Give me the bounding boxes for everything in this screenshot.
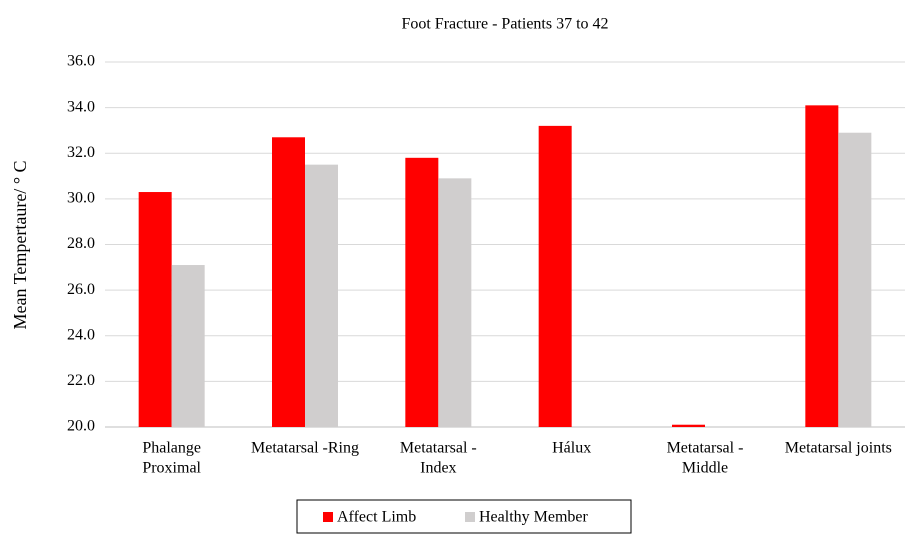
y-tick-label: 26.0: [67, 281, 95, 298]
x-tick-label: Middle: [682, 460, 728, 477]
legend-box: [296, 499, 632, 534]
bar: [672, 424, 705, 427]
bar: [838, 132, 872, 427]
bar: [305, 164, 338, 427]
bar: [138, 192, 172, 427]
bar: [405, 157, 439, 427]
bar: [171, 265, 205, 427]
legend-swatch: [465, 512, 475, 522]
x-tick-label: Metatarsal -: [400, 440, 477, 457]
bar: [538, 125, 572, 427]
y-axis-label: Mean Tempertaure/ ° C: [10, 160, 30, 329]
bar: [805, 105, 839, 427]
legend-swatch: [323, 512, 333, 522]
x-tick-label: Metatarsal -: [667, 440, 744, 457]
y-tick-label: 22.0: [67, 372, 95, 389]
bar: [272, 137, 305, 427]
x-tick-label: Metatarsal -Ring: [251, 440, 359, 457]
x-tick-label: Index: [420, 460, 456, 477]
y-tick-label: 30.0: [67, 190, 95, 207]
y-tick-label: 20.0: [67, 418, 95, 435]
chart-title: Foot Fracture - Patients 37 to 42: [401, 16, 608, 33]
legend-label: Affect Limb: [337, 509, 416, 526]
x-tick-label: Proximal: [142, 460, 201, 477]
bar: [438, 178, 472, 427]
y-tick-label: 24.0: [67, 326, 95, 343]
y-tick-label: 34.0: [67, 98, 95, 115]
x-tick-label: Metatarsal joints: [785, 440, 892, 457]
x-tick-label: Phalange: [142, 440, 201, 457]
y-tick-label: 32.0: [67, 144, 95, 161]
y-tick-label: 28.0: [67, 235, 95, 252]
y-tick-label: 36.0: [67, 53, 95, 70]
x-tick-label: Hálux: [552, 440, 591, 457]
legend-label: Healthy Member: [479, 509, 589, 526]
